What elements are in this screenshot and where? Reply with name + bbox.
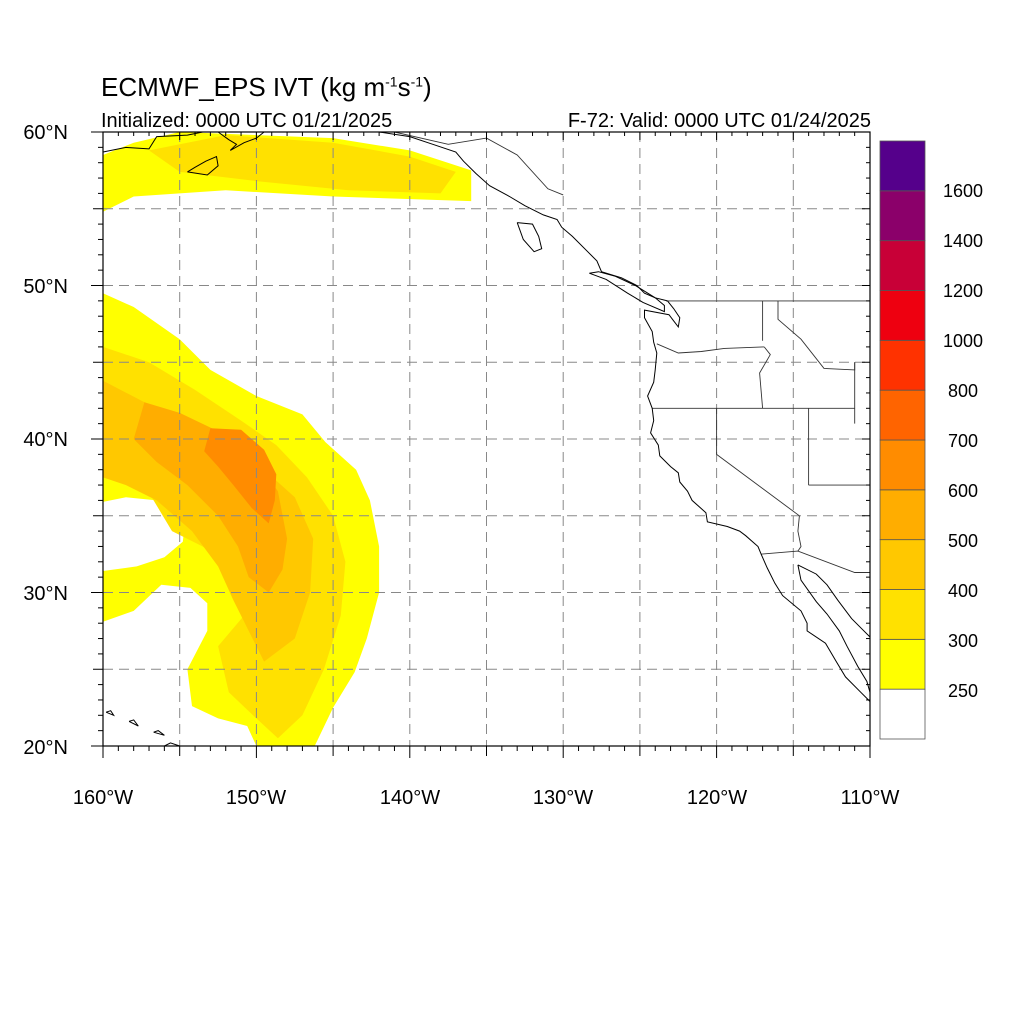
border-ca-nv — [716, 408, 800, 517]
colorbar-label-250: 250 — [947, 681, 979, 701]
gridlines — [103, 132, 870, 746]
ivt-region-500-5 — [133, 402, 288, 593]
border-us-mexico — [761, 550, 870, 573]
lon-label-120w: 120°W — [686, 787, 748, 809]
coastline-oahu — [128, 719, 139, 727]
colorbar-label-1400: 1400 — [942, 231, 984, 251]
colorbar-segment — [879, 190, 926, 242]
lat-label-30n: 30°N — [23, 583, 68, 605]
lat-label-40n: 40°N — [23, 429, 68, 451]
coastline-sonora-coast — [797, 564, 870, 638]
colorbar-label-400: 400 — [947, 581, 979, 601]
axis-ticks — [91, 131, 871, 758]
colorbar-segment — [879, 290, 926, 341]
colorbar-segment — [879, 439, 926, 491]
border-wa-or — [656, 343, 765, 354]
colorbar-label-500: 500 — [947, 531, 979, 551]
colorbar-label-700: 700 — [947, 431, 979, 451]
ivt-region-600-6 — [204, 428, 277, 524]
colorbar-label-800: 800 — [947, 381, 979, 401]
colorbar-label-600: 600 — [947, 481, 979, 501]
coastline-us-west-coast — [644, 300, 870, 702]
lon-label-160w: 160°W — [72, 787, 134, 809]
lat-label-50n: 50°N — [23, 276, 68, 298]
colorbar-segment — [879, 638, 926, 690]
lon-label-130w: 130°W — [532, 787, 594, 809]
ivt-shading-layer — [103, 132, 472, 746]
lon-label-140w: 140°W — [379, 787, 441, 809]
chart-title: ECMWF_EPS IVT (kg m-1s-1) — [101, 72, 432, 102]
coastlines — [103, 132, 870, 746]
border-az-ca — [797, 515, 802, 552]
colorbar-segment — [879, 688, 926, 740]
coastline-baja-gulf-coast — [797, 564, 870, 693]
coastline-haida-gwaii — [516, 222, 543, 253]
colorbar-segment — [879, 140, 926, 192]
border-or-id — [759, 346, 771, 409]
border-canada-alaska — [394, 132, 564, 196]
valid-time-label: F-72: Valid: 0000 UTC 01/24/2025 — [567, 110, 871, 132]
colorbar-label-1600: 1600 — [942, 181, 984, 201]
colorbar-label-300: 300 — [947, 631, 979, 651]
coastline-alaska-coast — [103, 132, 203, 153]
coastline-kodiak-island — [187, 155, 219, 176]
lat-label-60n: 60°N — [23, 122, 68, 144]
colorbar-segment — [879, 589, 926, 640]
colorbar-segment — [879, 389, 926, 441]
colorbar-segment — [879, 489, 926, 541]
ivt-region-300-1 — [149, 135, 456, 194]
lat-label-20n: 20°N — [23, 737, 68, 759]
coastline-vancouver-island — [589, 271, 665, 313]
colorbar — [879, 140, 926, 740]
colorbar-segment — [879, 539, 926, 590]
colorbar-segment — [879, 240, 926, 291]
coastline-maui — [153, 730, 165, 736]
colorbar-segment — [879, 339, 926, 391]
colorbar-label-1200: 1200 — [942, 281, 984, 301]
coastline-kauai — [105, 710, 115, 717]
map-frame — [102, 131, 871, 747]
colorbar-label-1000: 1000 — [942, 331, 984, 351]
lon-label-110w: 110°W — [840, 787, 900, 809]
lon-label-150w: 150°W — [225, 787, 287, 809]
coastline-hawaii-big-island — [164, 742, 181, 746]
coastline-gulf-of-alaska-coast — [317, 132, 668, 302]
political-borders — [394, 132, 870, 573]
initialized-label: Initialized: 0000 UTC 01/21/2025 — [101, 110, 393, 132]
border-id-mt — [777, 300, 856, 371]
